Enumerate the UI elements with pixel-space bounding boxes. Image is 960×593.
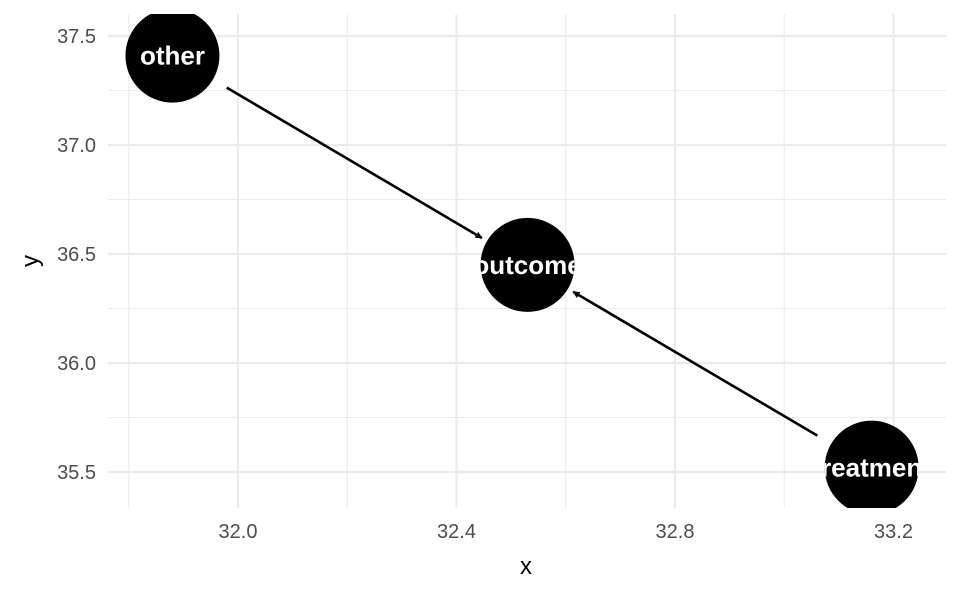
node-label: outcome <box>473 250 581 280</box>
edge-other-to-outcome <box>226 86 483 240</box>
y-tick-label: 37.5 <box>57 26 96 48</box>
y-axis-ticks: 35.5 36.0 36.5 37.0 37.5 <box>57 26 96 484</box>
x-axis-title: x <box>520 553 532 580</box>
y-tick-label: 36.5 <box>57 244 96 266</box>
y-tick-label: 35.5 <box>57 462 96 484</box>
x-tick-label: 32.8 <box>656 521 695 543</box>
node-circle <box>824 420 919 508</box>
node-outcome: outcome <box>473 217 581 312</box>
node-label: other <box>140 41 205 71</box>
edges <box>226 86 819 437</box>
y-tick-label: 36.0 <box>57 353 96 375</box>
x-tick-label: 32.4 <box>437 521 476 543</box>
x-tick-label: 32.0 <box>219 521 258 543</box>
node-other: other <box>125 14 220 103</box>
y-axis-title: y <box>17 255 44 267</box>
edge-treatment-to-outcome <box>572 290 819 437</box>
node-circle <box>125 14 220 103</box>
node-circle <box>480 217 575 312</box>
node-label: treatment <box>812 453 931 483</box>
x-tick-label: 33.2 <box>874 521 913 543</box>
nodes: other outcome treatment <box>125 14 931 508</box>
node-treatment: treatment <box>812 420 931 508</box>
y-tick-label: 37.0 <box>57 135 96 157</box>
x-axis-ticks: 32.0 32.4 32.8 33.2 <box>219 521 913 543</box>
